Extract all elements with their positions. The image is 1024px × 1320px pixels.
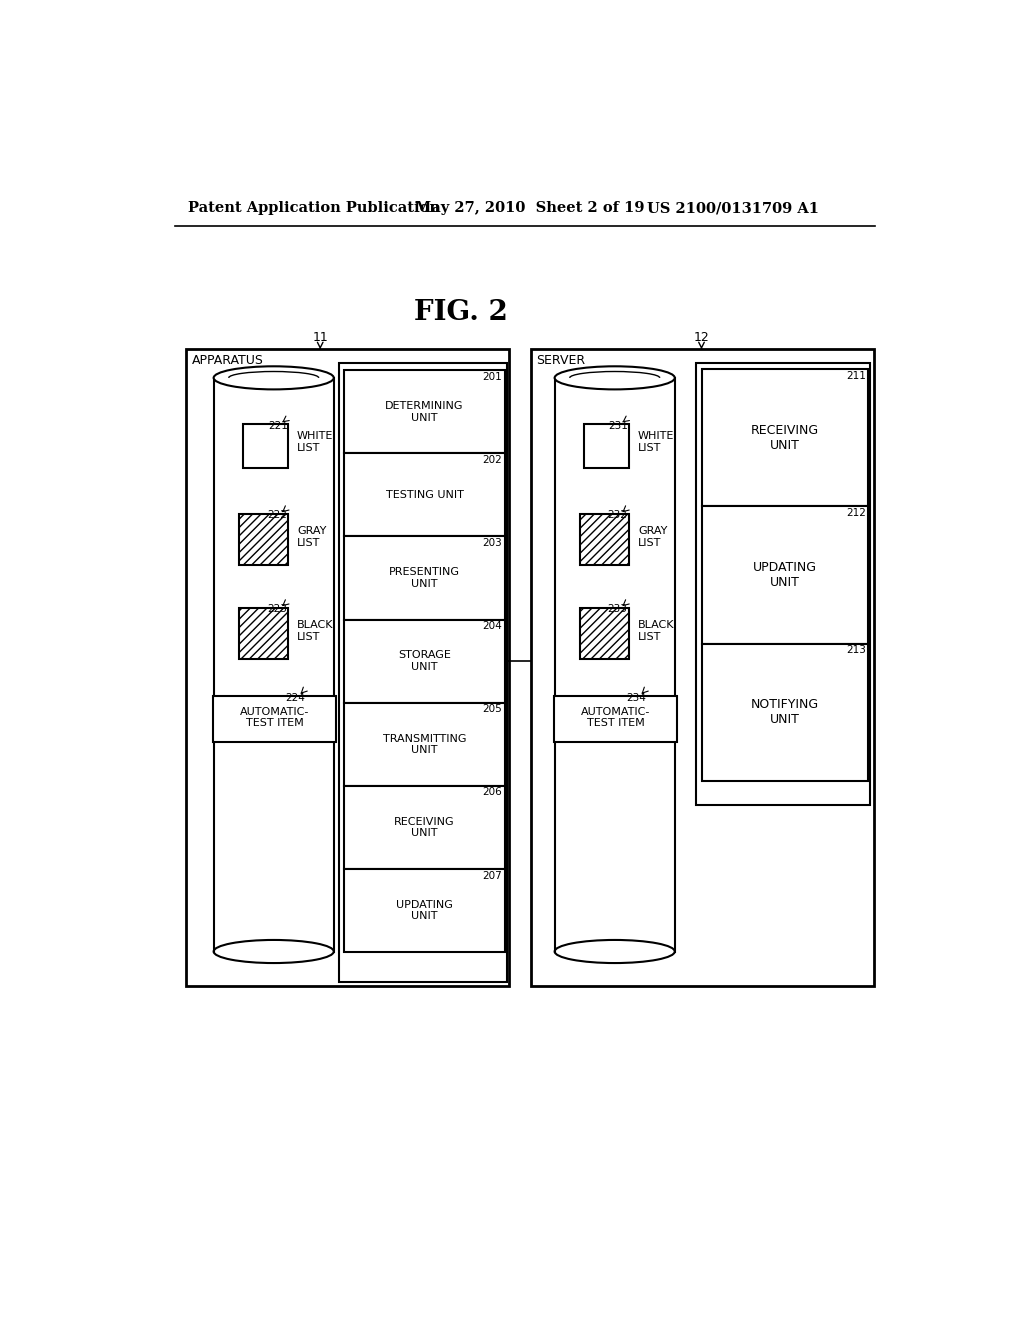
Text: PRESENTING
UNIT: PRESENTING UNIT	[389, 568, 460, 589]
Text: 224: 224	[285, 693, 305, 702]
Text: 221: 221	[267, 421, 288, 430]
Text: 12: 12	[693, 331, 710, 345]
Bar	[339, 363, 507, 982]
Bar	[584, 424, 630, 469]
Ellipse shape	[214, 940, 334, 964]
Text: 212: 212	[846, 508, 866, 517]
Bar	[580, 609, 630, 659]
Bar	[344, 453, 505, 536]
Bar	[243, 424, 289, 469]
Text: TRANSMITTING
UNIT: TRANSMITTING UNIT	[383, 734, 466, 755]
Text: 222: 222	[267, 511, 287, 520]
Text: May 27, 2010  Sheet 2 of 19: May 27, 2010 Sheet 2 of 19	[415, 202, 644, 215]
Bar	[344, 619, 505, 702]
Ellipse shape	[555, 940, 675, 964]
Bar	[701, 507, 868, 644]
Bar	[344, 370, 505, 453]
Bar	[239, 609, 289, 659]
Text: 201: 201	[482, 372, 503, 381]
Text: 231: 231	[608, 421, 628, 430]
Text: 202: 202	[482, 455, 503, 465]
Text: 234: 234	[626, 693, 646, 702]
Text: 233: 233	[607, 605, 627, 614]
Text: 207: 207	[482, 871, 503, 880]
Text: AUTOMATIC-
TEST ITEM: AUTOMATIC- TEST ITEM	[240, 706, 309, 729]
Bar	[214, 378, 334, 952]
Text: UPDATING
UNIT: UPDATING UNIT	[396, 900, 453, 921]
Text: GRAY
LIST: GRAY LIST	[638, 527, 668, 548]
Text: 223: 223	[267, 605, 287, 614]
Text: 11: 11	[312, 331, 328, 345]
Text: 203: 203	[482, 539, 503, 548]
Bar	[580, 515, 630, 565]
Text: APPARATUS: APPARATUS	[191, 354, 263, 367]
Ellipse shape	[214, 367, 334, 389]
Text: RECEIVING
UNIT: RECEIVING UNIT	[394, 817, 455, 838]
Text: TESTING UNIT: TESTING UNIT	[385, 490, 464, 500]
Text: WHITE
LIST: WHITE LIST	[638, 430, 675, 453]
Text: 232: 232	[607, 511, 627, 520]
Bar	[701, 644, 868, 780]
Bar	[701, 370, 868, 507]
Text: RECEIVING
UNIT: RECEIVING UNIT	[751, 424, 819, 451]
Text: NOTIFYING
UNIT: NOTIFYING UNIT	[751, 698, 819, 726]
Text: 213: 213	[846, 645, 866, 655]
Text: SERVER: SERVER	[537, 354, 586, 367]
Bar	[555, 378, 675, 952]
Ellipse shape	[555, 367, 675, 389]
Bar	[554, 696, 677, 742]
Text: 205: 205	[482, 705, 503, 714]
Bar	[344, 536, 505, 619]
Text: 211: 211	[846, 371, 866, 381]
Text: WHITE
LIST: WHITE LIST	[297, 430, 334, 453]
Bar	[239, 515, 289, 565]
Bar	[344, 702, 505, 785]
Bar	[344, 785, 505, 869]
Text: BLACK
LIST: BLACK LIST	[638, 620, 675, 642]
Text: 204: 204	[482, 622, 503, 631]
Text: AUTOMATIC-
TEST ITEM: AUTOMATIC- TEST ITEM	[581, 706, 650, 729]
Text: FIG. 2: FIG. 2	[415, 298, 508, 326]
Text: DETERMINING
UNIT: DETERMINING UNIT	[385, 401, 464, 422]
Bar	[696, 363, 870, 805]
Bar	[531, 350, 873, 986]
Bar	[213, 696, 336, 742]
Text: BLACK
LIST: BLACK LIST	[297, 620, 334, 642]
Text: US 2100/0131709 A1: US 2100/0131709 A1	[647, 202, 819, 215]
Text: Patent Application Publication: Patent Application Publication	[188, 202, 440, 215]
Bar	[186, 350, 509, 986]
Bar	[344, 869, 505, 952]
Text: UPDATING
UNIT: UPDATING UNIT	[753, 561, 817, 589]
Text: GRAY
LIST: GRAY LIST	[297, 527, 327, 548]
Text: 206: 206	[482, 788, 503, 797]
Text: STORAGE
UNIT: STORAGE UNIT	[398, 651, 451, 672]
